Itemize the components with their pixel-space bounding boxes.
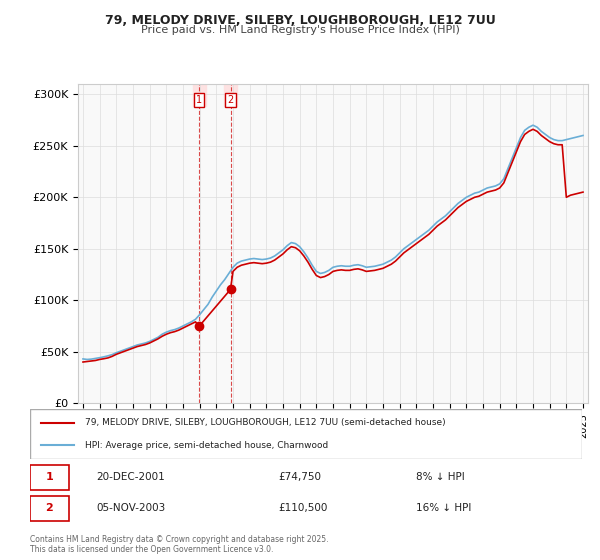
Text: 79, MELODY DRIVE, SILEBY, LOUGHBOROUGH, LE12 7UU (semi-detached house): 79, MELODY DRIVE, SILEBY, LOUGHBOROUGH, … bbox=[85, 418, 446, 427]
Text: 2: 2 bbox=[227, 95, 233, 105]
Text: Contains HM Land Registry data © Crown copyright and database right 2025.
This d: Contains HM Land Registry data © Crown c… bbox=[30, 535, 329, 554]
Text: 2: 2 bbox=[46, 503, 53, 513]
Text: HPI: Average price, semi-detached house, Charnwood: HPI: Average price, semi-detached house,… bbox=[85, 441, 328, 450]
FancyBboxPatch shape bbox=[30, 465, 68, 489]
Text: Price paid vs. HM Land Registry's House Price Index (HPI): Price paid vs. HM Land Registry's House … bbox=[140, 25, 460, 35]
Bar bbox=[193, 84, 206, 106]
Text: 8% ↓ HPI: 8% ↓ HPI bbox=[416, 473, 465, 482]
FancyBboxPatch shape bbox=[30, 496, 68, 521]
Text: 79, MELODY DRIVE, SILEBY, LOUGHBOROUGH, LE12 7UU: 79, MELODY DRIVE, SILEBY, LOUGHBOROUGH, … bbox=[104, 14, 496, 27]
FancyBboxPatch shape bbox=[30, 409, 582, 459]
Text: 1: 1 bbox=[196, 95, 202, 105]
Text: 05-NOV-2003: 05-NOV-2003 bbox=[96, 503, 166, 513]
Text: £110,500: £110,500 bbox=[278, 503, 328, 513]
Text: 16% ↓ HPI: 16% ↓ HPI bbox=[416, 503, 472, 513]
Text: 20-DEC-2001: 20-DEC-2001 bbox=[96, 473, 165, 482]
Text: 1: 1 bbox=[46, 473, 53, 482]
Text: £74,750: £74,750 bbox=[278, 473, 322, 482]
Bar bbox=[224, 84, 237, 106]
